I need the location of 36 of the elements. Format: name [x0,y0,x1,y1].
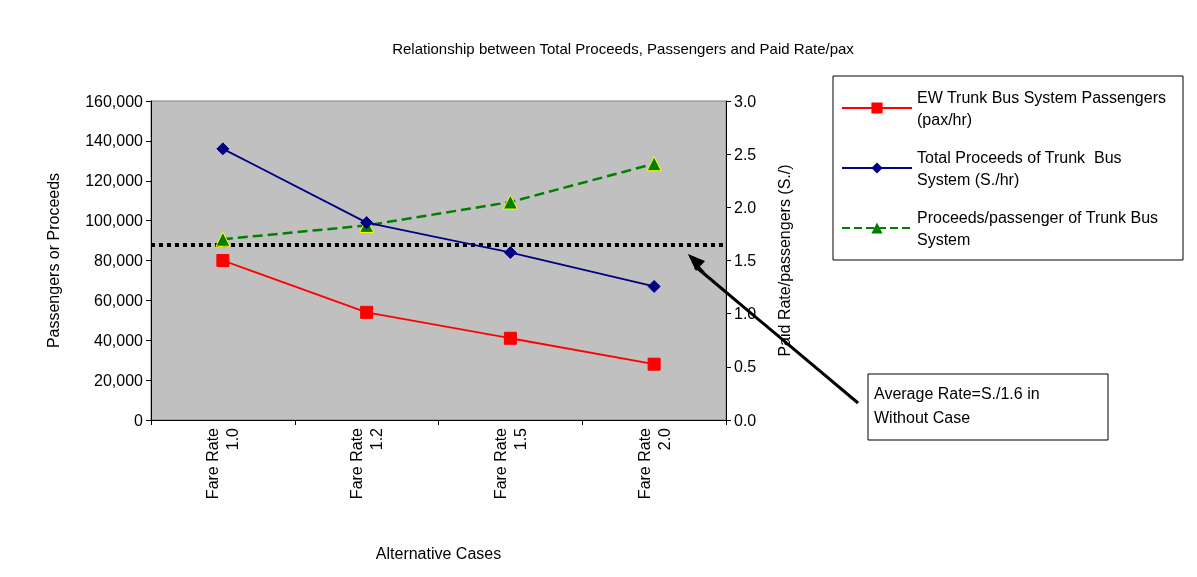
y-tick-label: 40,000 [94,331,144,349]
legend-label: Total Proceeds of Trunk Bus System (S./hr) [917,148,1126,188]
point [503,331,517,345]
point [503,246,517,260]
point [647,357,661,371]
point [216,254,230,267]
y-tick-label: 0 [134,411,144,429]
x-tick-label: Fare Rate 2.0 [635,427,673,500]
y-tick-label: 140,000 [85,132,144,150]
point [215,231,231,247]
y2-tick-label: 3.0 [734,92,757,110]
y-tick-label: 80,000 [94,252,144,269]
y-tick-label: 100,000 [85,212,144,230]
legend-label: EW Trunk Bus System Passengers (pax/hr) [917,88,1171,128]
y2-tick-label: 2.0 [734,198,757,216]
y-tick-label: 160,000 [85,92,144,110]
chart-title: Relationship between Total Proceeds, Passengers and Paid Rate/pax [392,40,855,57]
y-axis-title: Passengers or Proceeds [44,172,62,349]
y2-tick-label: 2.5 [734,145,757,163]
point [647,279,661,293]
point [360,305,374,319]
point [646,156,662,172]
x-tick-label: Fare Rate 1.2 [348,427,386,500]
point [216,142,230,156]
text: Average Rate=S./1.6 in Without Case [874,384,1040,426]
y2-tick-label: 0.5 [734,358,757,376]
y2-tick-label: 0.0 [734,411,757,429]
point [502,194,518,210]
y2-tick-label: 1.5 [734,252,757,269]
x-axis-title: Alternative Cases [375,544,502,562]
legend-label: Proceeds/passenger of Trunk Bus System [917,208,1163,248]
y-tick-label: 60,000 [94,291,144,309]
y-tick-label: 120,000 [85,172,144,190]
x-tick-label: Fare Rate 1.5 [491,427,529,500]
y-tick-label: 20,000 [94,371,144,389]
x-tick-label: Fare Rate 1.0 [204,427,242,500]
